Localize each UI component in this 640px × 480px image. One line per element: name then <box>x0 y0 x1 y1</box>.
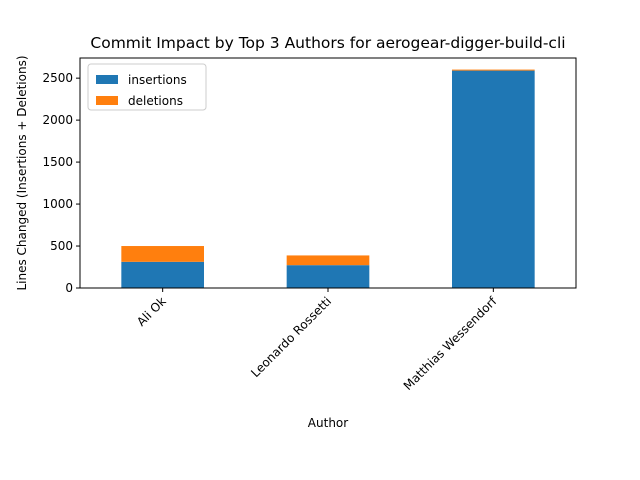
bars-layer <box>121 69 535 288</box>
y-tick-label: 2500 <box>42 71 73 85</box>
bar-insertions-1 <box>286 265 370 288</box>
chart-title: Commit Impact by Top 3 Authors for aerog… <box>90 34 565 52</box>
y-tick-label: 1500 <box>42 155 73 169</box>
y-tick-label: 500 <box>50 239 73 253</box>
bar-insertions-2 <box>452 70 535 288</box>
y-tick-label: 0 <box>65 281 73 295</box>
y-axis-label: Lines Changed (Insertions + Deletions) <box>15 55 29 290</box>
bar-insertions-0 <box>121 261 204 288</box>
bar-deletions-0 <box>121 246 204 262</box>
legend-swatch-insertions <box>96 75 118 84</box>
legend-label-deletions: deletions <box>128 94 183 108</box>
x-axis: Ali Ok Leonardo Rossetti Matthias Wessendo… <box>134 288 500 393</box>
y-axis: 0 500 1000 1500 2000 2500 <box>42 71 80 295</box>
x-axis-label: Author <box>308 416 348 430</box>
legend-swatch-deletions <box>96 96 118 105</box>
bar-deletions-2 <box>452 69 535 71</box>
legend: insertions deletions <box>87 63 207 111</box>
x-tick-label: Leonardo Rossetti <box>248 294 334 380</box>
bar-deletions-1 <box>286 255 370 266</box>
x-tick-label: Ali Ok <box>134 294 169 329</box>
y-tick-label: 2000 <box>42 113 73 127</box>
y-tick-label: 1000 <box>42 197 73 211</box>
x-tick-label: Matthias Wessendorf <box>401 294 500 393</box>
legend-label-insertions: insertions <box>128 73 187 87</box>
